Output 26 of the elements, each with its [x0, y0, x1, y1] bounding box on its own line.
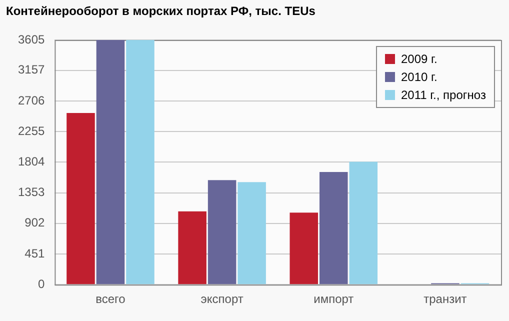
y-tick-label: 0: [38, 276, 46, 291]
legend-label: 2011 г., прогноз: [401, 88, 486, 102]
bar: [290, 212, 318, 284]
y-tick-label: 902: [24, 216, 46, 230]
bar: [208, 180, 236, 284]
y-tick-label: 2706: [18, 93, 46, 108]
legend-label: 2009 г.: [401, 52, 438, 66]
bar: [178, 211, 206, 284]
legend-label: 2010 г.: [401, 70, 438, 84]
y-tick-label: 451: [24, 246, 46, 260]
x-tick-label: транзит: [424, 292, 468, 306]
bar: [349, 162, 378, 284]
bar: [126, 40, 154, 284]
y-tick-label: 1804: [18, 154, 46, 169]
y-tick-label: 2255: [18, 124, 46, 138]
x-tick-label: экспорт: [200, 292, 244, 306]
bar: [238, 182, 266, 284]
x-tick-label: всего: [96, 292, 126, 306]
y-tick-label: 3157: [18, 62, 46, 77]
bar: [66, 112, 95, 284]
y-tick-label: 3605: [18, 32, 46, 46]
chart-title: Контейнерооборот в морских портах РФ, тыс. TEUs: [6, 4, 316, 18]
x-tick-label: импорт: [314, 292, 354, 306]
bar: [320, 172, 348, 284]
y-tick-label: 1353: [18, 185, 46, 200]
bar: [96, 40, 125, 284]
